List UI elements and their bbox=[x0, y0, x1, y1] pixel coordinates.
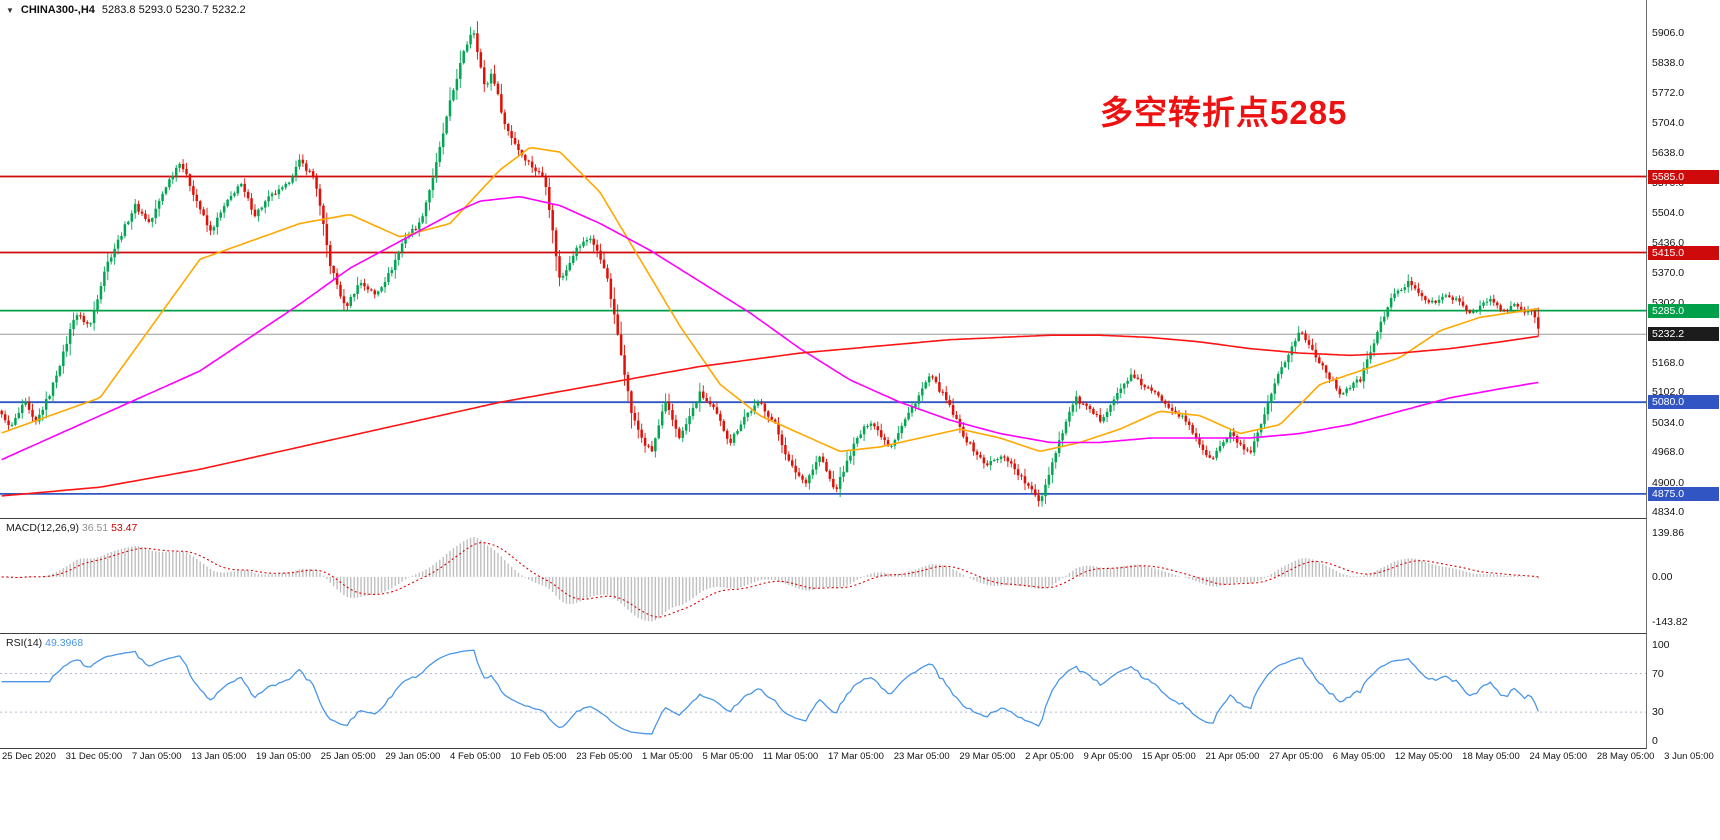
time-label: 31 Dec 05:00 bbox=[65, 751, 123, 762]
price-level-badge: 5080.0 bbox=[1648, 395, 1719, 409]
time-label: 23 Feb 05:00 bbox=[576, 751, 633, 762]
time-label: 11 Mar 05:00 bbox=[762, 751, 819, 762]
price-tick: 5638.0 bbox=[1652, 147, 1685, 159]
time-label: 1 Mar 05:00 bbox=[642, 751, 693, 762]
time-label: 12 May 05:00 bbox=[1394, 751, 1453, 762]
rsi-panel[interactable]: RSI(14) 49.3968 bbox=[0, 634, 1646, 748]
time-label: 28 May 05:00 bbox=[1596, 751, 1655, 762]
symbol-name: CHINA300-,H4 bbox=[20, 4, 95, 16]
macd-panel[interactable]: MACD(12,26,9) 36.51 53.47 bbox=[0, 519, 1646, 633]
price-tick: 5168.0 bbox=[1652, 357, 1685, 369]
price-tick: 5906.0 bbox=[1652, 27, 1685, 39]
rsi-tick: 100 bbox=[1652, 639, 1670, 651]
time-label: 7 Jan 05:00 bbox=[131, 751, 182, 762]
panel-separator bbox=[0, 633, 1720, 634]
time-label: 21 Apr 05:00 bbox=[1205, 751, 1260, 762]
rsi-tick: 30 bbox=[1652, 706, 1664, 718]
ohlc-values: 5283.8 5293.0 5230.7 5232.2 bbox=[101, 4, 246, 16]
time-label: 24 May 05:00 bbox=[1529, 751, 1588, 762]
time-label: 27 Apr 05:00 bbox=[1269, 751, 1324, 762]
one-click-trading-arrow-icon[interactable]: ▼ bbox=[6, 5, 14, 15]
price-tick: 4900.0 bbox=[1652, 477, 1685, 489]
macd-name: MACD(12,26,9) bbox=[6, 522, 79, 534]
time-label: 17 Mar 05:00 bbox=[827, 751, 884, 762]
price-level-badge: 5415.0 bbox=[1648, 246, 1719, 260]
price-level-badge: 5585.0 bbox=[1648, 170, 1719, 184]
panel-separator bbox=[0, 518, 1720, 519]
rsi-name: RSI(14) bbox=[6, 637, 43, 649]
price-level-badge: 5285.0 bbox=[1648, 304, 1719, 318]
time-label: 23 Mar 05:00 bbox=[893, 751, 950, 762]
time-axis[interactable]: 25 Dec 2020 31 Dec 05:00 7 Jan 05:00 13 Jan… bbox=[2, 751, 1714, 765]
price-tick: 5772.0 bbox=[1652, 87, 1685, 99]
rsi-label: RSI(14) 49.3968 bbox=[6, 637, 83, 649]
candlestick-chart[interactable] bbox=[0, 0, 1646, 518]
time-label: 5 Mar 05:00 bbox=[702, 751, 754, 762]
panel-separator bbox=[0, 748, 1720, 749]
time-label: 29 Jan 05:00 bbox=[385, 751, 441, 762]
price-tick: 5504.0 bbox=[1652, 207, 1685, 219]
time-label: 25 Jan 05:00 bbox=[320, 751, 376, 762]
time-label: 13 Jan 05:00 bbox=[191, 751, 247, 762]
price-tick: 5838.0 bbox=[1652, 57, 1685, 69]
time-label: 19 Jan 05:00 bbox=[255, 751, 311, 762]
price-tick: 4834.0 bbox=[1652, 506, 1685, 518]
rsi-line-chart[interactable] bbox=[0, 634, 1646, 748]
price-tick: 5704.0 bbox=[1652, 117, 1685, 129]
rsi-tick: 0 bbox=[1652, 735, 1658, 747]
price-axis[interactable]: 5906.05838.05772.05704.05638.05570.05504… bbox=[1646, 0, 1720, 749]
price-tick: 5034.0 bbox=[1652, 417, 1685, 429]
time-label: 29 Mar 05:00 bbox=[959, 751, 1016, 762]
macd-main-value: 36.51 bbox=[81, 522, 109, 534]
time-label: 25 Dec 2020 bbox=[2, 751, 56, 762]
time-label: 18 May 05:00 bbox=[1462, 751, 1520, 762]
price-tick: 5370.0 bbox=[1652, 267, 1685, 279]
price-level-badge: 5232.2 bbox=[1648, 327, 1719, 341]
macd-histogram-chart[interactable] bbox=[0, 519, 1646, 633]
macd-label: MACD(12,26,9) 36.51 53.47 bbox=[6, 522, 137, 534]
macd-tick: 0.00 bbox=[1652, 571, 1673, 583]
macd-tick: -143.82 bbox=[1652, 616, 1688, 628]
price-chart-panel[interactable]: ▼ CHINA300-,H4 5283.8 5293.0 5230.7 5232… bbox=[0, 0, 1646, 518]
time-label: 2 Apr 05:00 bbox=[1025, 751, 1074, 762]
time-label: 6 May 05:00 bbox=[1332, 751, 1386, 762]
time-label: 4 Feb 05:00 bbox=[450, 751, 501, 762]
macd-tick: 139.86 bbox=[1652, 527, 1685, 539]
time-label: 3 Jun 05:00 bbox=[1664, 751, 1714, 762]
rsi-tick: 70 bbox=[1652, 668, 1664, 680]
macd-signal-value: 53.47 bbox=[111, 522, 138, 534]
time-label: 10 Feb 05:00 bbox=[510, 751, 567, 762]
time-label: 15 Apr 05:00 bbox=[1141, 751, 1196, 762]
time-label: 9 Apr 05:00 bbox=[1083, 751, 1133, 762]
chart-ohlc-readout: ▼ CHINA300-,H4 5283.8 5293.0 5230.7 5232… bbox=[6, 4, 246, 16]
annotation-text[interactable]: 多空转折点5285 bbox=[1100, 94, 1348, 131]
rsi-value: 49.3968 bbox=[45, 637, 84, 649]
price-tick: 4968.0 bbox=[1652, 446, 1685, 458]
price-level-badge: 4875.0 bbox=[1648, 487, 1719, 501]
